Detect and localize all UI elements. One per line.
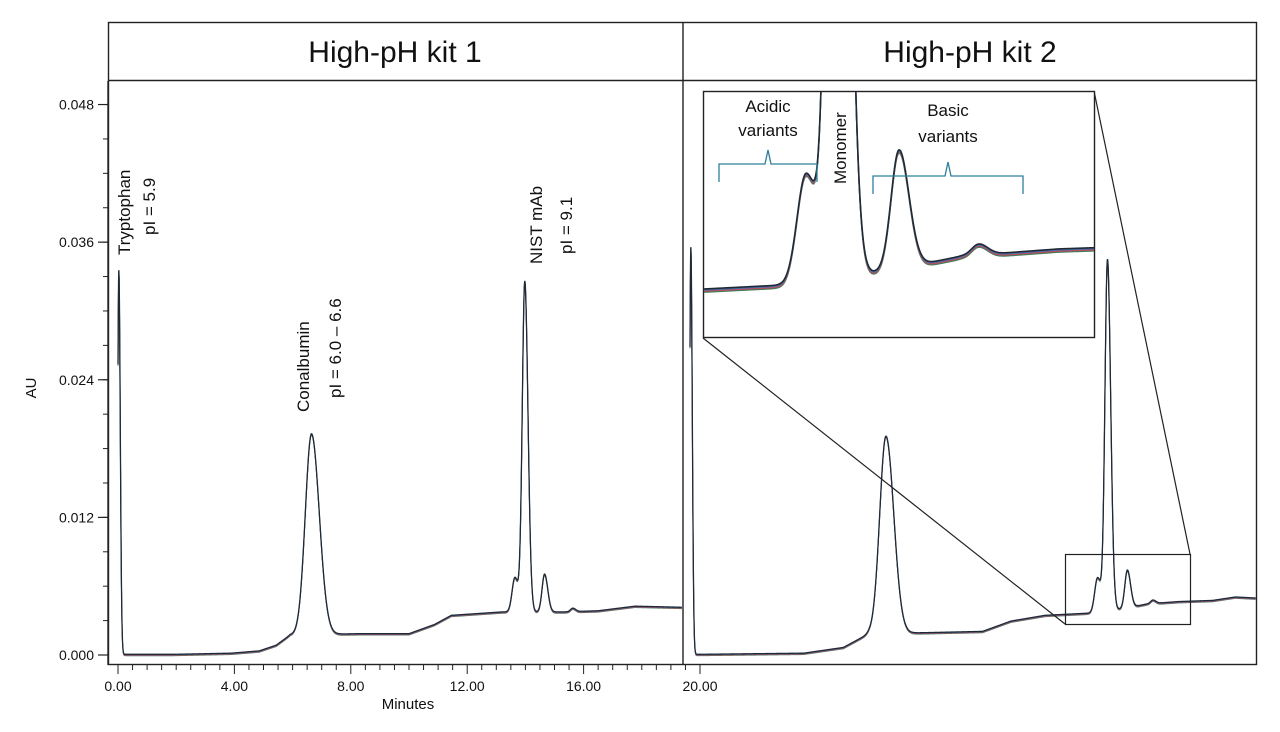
zoom-box <box>1064 553 1192 626</box>
annotation-tryptophan-name: Tryptophan <box>115 170 134 255</box>
chromatogram-trace <box>117 270 682 656</box>
panel-1-traces <box>117 270 682 657</box>
panel-2-traces <box>689 247 1256 657</box>
inset-label-basic-line1: Basic <box>927 101 969 120</box>
x-tick-label: 20.00 <box>682 678 717 694</box>
inset-label-monomer: Monomer <box>831 112 850 184</box>
y-tick-label: 0.012 <box>59 509 94 525</box>
inset-trace <box>704 92 1094 292</box>
panel-title-1: High-pH kit 1 <box>308 36 481 69</box>
x-tick-label: 4.00 <box>221 678 248 694</box>
annotation-nist-mab-name: NIST mAb <box>527 186 546 264</box>
panel-1-annotations: Tryptophan pI = 5.9 Conalbumin pI = 6.0 … <box>115 170 576 412</box>
inset-label-acidic-line1: Acidic <box>745 97 791 116</box>
chromatogram-trace <box>689 247 1256 655</box>
y-tick-label: 0.000 <box>59 647 94 663</box>
chromatogram-trace <box>117 271 682 656</box>
annotation-conalbumin-name: Conalbumin <box>294 321 313 412</box>
x-axis-label: Minutes <box>382 696 435 713</box>
inset-frame <box>702 90 1096 339</box>
x-tick-label: 12.00 <box>450 678 485 694</box>
annotation-nist-mab-pi: pI = 9.1 <box>557 197 576 254</box>
y-tick-label: 0.048 <box>59 97 94 113</box>
annotation-conalbumin-pi: pI = 6.0 – 6.6 <box>326 298 345 398</box>
inset: Acidic variants Monomer Basic variants <box>702 90 1096 339</box>
bracket-basic <box>872 161 1024 194</box>
inset-traces <box>704 92 1094 293</box>
chromatogram-trace <box>117 270 682 655</box>
inset-trace <box>704 92 1094 293</box>
x-tick-label: 8.00 <box>337 678 364 694</box>
chromatogram-trace <box>117 271 682 657</box>
y-axis-label: AU <box>23 378 40 399</box>
y-tick-label: 0.024 <box>59 372 94 388</box>
y-tick-label: 0.036 <box>59 234 94 250</box>
annotation-tryptophan-pi: pI = 5.9 <box>140 178 159 235</box>
x-tick-label: 16.00 <box>566 678 601 694</box>
zoom-connector-right <box>1093 90 1191 555</box>
inset-trace <box>704 92 1094 290</box>
zoom-connector-left <box>702 337 1066 625</box>
x-tick-label: 0.00 <box>104 678 131 694</box>
x-axis: 0.00 4.00 8.00 12.00 16.00 20.00 <box>104 665 718 694</box>
inset-label-acidic-line2: variants <box>738 121 798 140</box>
panel-title-2: High-pH kit 2 <box>883 36 1056 69</box>
bracket-acidic <box>718 149 818 182</box>
y-axis: 0.000 0.012 0.024 0.036 0.048 <box>59 81 109 665</box>
inset-label-basic-line2: variants <box>918 127 978 146</box>
